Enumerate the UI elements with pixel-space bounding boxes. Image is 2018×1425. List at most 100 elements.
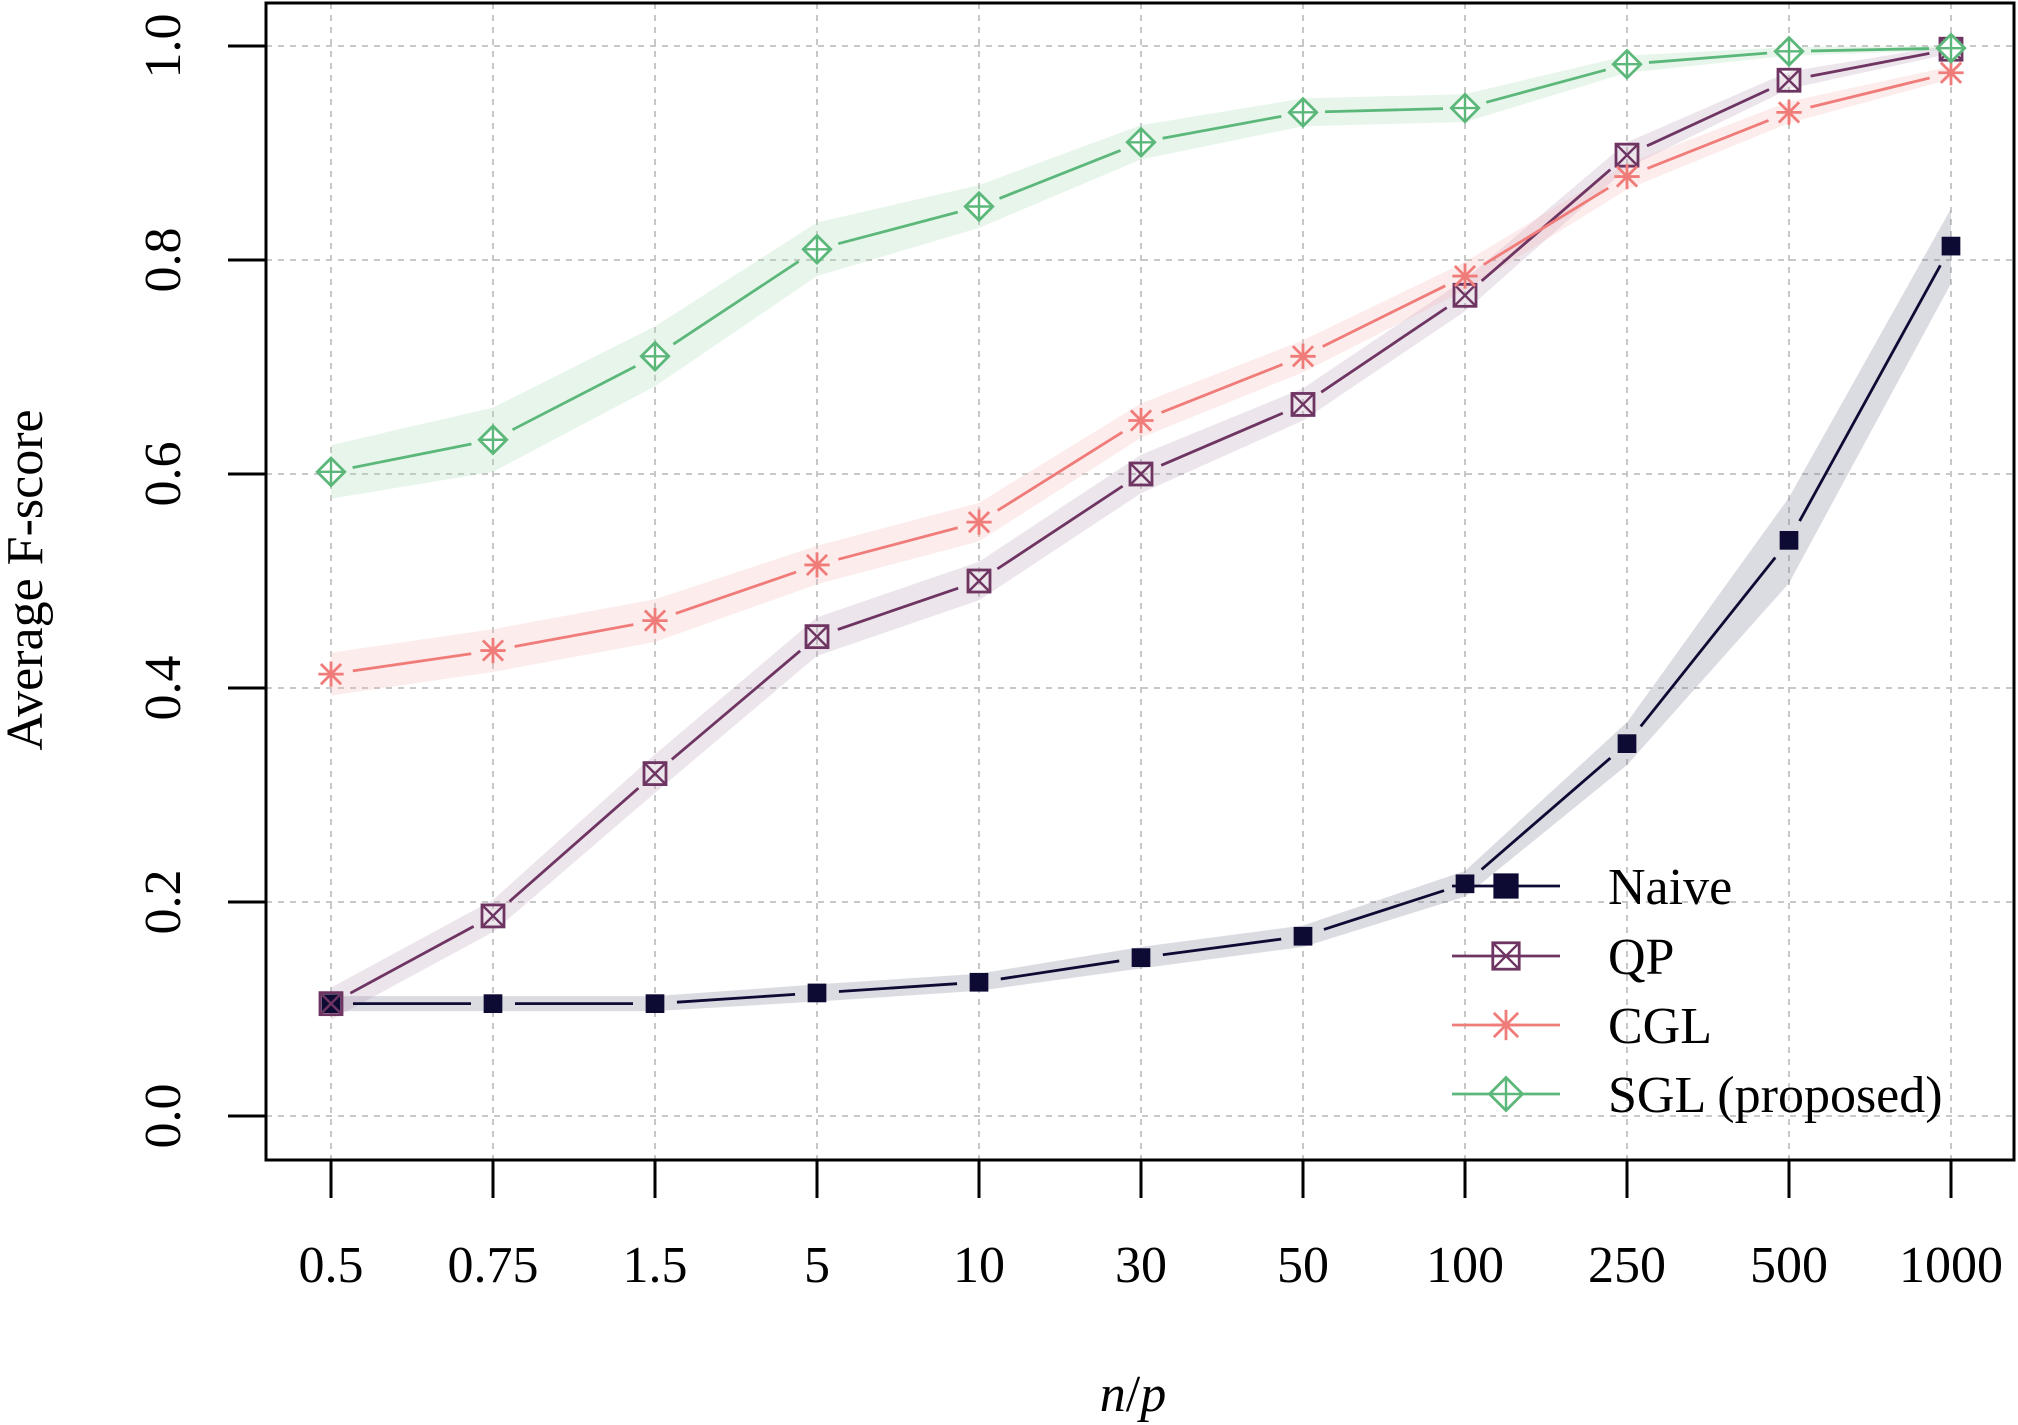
series-line-qp — [1320, 306, 1448, 394]
marker-asterisk — [1128, 407, 1154, 434]
marker-diamond-plus — [1935, 32, 1967, 64]
series-markers — [315, 32, 1967, 1017]
marker-diamond-plus — [963, 190, 995, 223]
marker-shape — [1776, 67, 1802, 93]
x-tick-label: 1000 — [1899, 1237, 2003, 1294]
series-line-naive — [676, 993, 796, 1004]
marker-filled-square — [1779, 530, 1799, 550]
series-line-sgl-proposed- — [837, 210, 959, 246]
marker-diamond-plus — [315, 456, 347, 488]
marker-shape — [1615, 165, 1639, 188]
series-line-cgl — [1646, 119, 1770, 170]
marker-square-x — [642, 761, 668, 786]
x-tick-label: 30 — [1115, 1237, 1167, 1294]
marker-shape — [1131, 948, 1151, 967]
legend: Naive QP CGL SGL (proposed) — [1452, 859, 1943, 1124]
marker-shape — [480, 903, 506, 929]
marker-shape — [643, 761, 667, 786]
marker-diamond-plus — [1125, 126, 1157, 159]
marker-shape — [967, 569, 991, 593]
series-line-naive — [1162, 937, 1282, 957]
series-line-qp — [349, 925, 475, 995]
marker-shape — [967, 511, 991, 534]
marker-asterisk — [1290, 343, 1316, 369]
series-line-qp — [996, 484, 1124, 571]
series-line-sgl-proposed- — [1648, 51, 1768, 64]
marker-shape — [1491, 941, 1521, 971]
marker-asterisk — [1452, 263, 1478, 289]
marker-shape — [1941, 236, 1961, 256]
marker-square-x — [966, 568, 992, 594]
series-line-sgl-proposed- — [672, 260, 800, 346]
marker-shape — [1617, 734, 1637, 753]
marker-shape — [643, 609, 667, 632]
marker-shape — [1290, 392, 1316, 417]
x-tick-label: 0.5 — [299, 1237, 364, 1294]
series-line-sgl-proposed- — [1324, 107, 1444, 114]
marker-shape — [1777, 68, 1801, 93]
x-tick-label: 1.5 — [623, 1237, 688, 1294]
marker-shape — [318, 991, 344, 1017]
marker-asterisk — [1614, 163, 1640, 190]
marker-shape — [481, 904, 505, 928]
marker-diamond-plus — [639, 340, 671, 373]
series-line-sgl-proposed- — [1162, 114, 1282, 140]
series-line-naive — [1323, 889, 1445, 931]
marker-filled-square — [1493, 873, 1519, 899]
series-line-naive — [1000, 959, 1120, 981]
marker-shape — [1453, 264, 1477, 288]
marker-shape — [1615, 143, 1639, 167]
y-tick-label: 0.4 — [135, 656, 192, 721]
marker-shape — [804, 624, 830, 650]
marker-diamond-plus — [801, 233, 833, 266]
marker-square-x — [1491, 941, 1521, 971]
marker-asterisk — [318, 661, 344, 687]
marker-asterisk — [480, 637, 506, 664]
marker-diamond-plus — [1487, 1075, 1525, 1113]
legend-label: CGL — [1608, 998, 1712, 1055]
series-line-qp — [837, 586, 959, 631]
marker-square-x — [318, 991, 344, 1017]
marker-asterisk — [1776, 99, 1802, 125]
marker-shape — [1777, 101, 1801, 124]
band-naive — [331, 208, 1951, 1012]
series-line-sgl-proposed- — [998, 149, 1122, 200]
legend-label: Naive — [1608, 859, 1732, 916]
marker-shape — [1455, 874, 1475, 894]
x-tick-label: 250 — [1588, 1237, 1666, 1294]
series-line-cgl — [352, 652, 472, 673]
marker-filled-square — [969, 972, 989, 992]
marker-filled-square — [1293, 926, 1313, 946]
marker-filled-square — [1617, 734, 1637, 753]
marker-shape — [1293, 926, 1313, 946]
marker-shape — [1493, 873, 1519, 899]
marker-asterisk — [1938, 60, 1964, 86]
y-tick-label: 1.0 — [135, 14, 192, 79]
band-qp — [331, 44, 1951, 1020]
series-line-sgl-proposed- — [1485, 68, 1607, 104]
marker-shape — [481, 639, 505, 662]
marker-square-x — [1776, 67, 1802, 93]
marker-shape — [1129, 409, 1153, 432]
y-tick-label: 0.6 — [135, 442, 192, 507]
series-line-cgl — [514, 623, 634, 648]
series-lines — [349, 47, 1942, 1006]
marker-asterisk — [804, 552, 830, 578]
series-line-naive — [838, 982, 958, 993]
series-line-cgl — [1810, 76, 1930, 109]
marker-diamond-plus — [477, 424, 509, 456]
marker-shape — [1291, 392, 1315, 417]
series-line-cgl — [675, 570, 797, 615]
marker-shape — [1453, 283, 1477, 308]
y-tick-label: 0.0 — [135, 1084, 192, 1149]
series-line-qp — [508, 787, 640, 903]
marker-diamond-plus — [1773, 35, 1805, 68]
y-tick-label: 0.8 — [135, 228, 192, 293]
series-line-cgl — [1322, 284, 1446, 348]
y-tick-label: 0.2 — [135, 870, 192, 935]
x-tick-label: 50 — [1277, 1237, 1329, 1294]
marker-diamond-plus — [1287, 96, 1319, 129]
marker-asterisk — [1490, 1009, 1522, 1041]
marker-shape — [645, 994, 665, 1013]
